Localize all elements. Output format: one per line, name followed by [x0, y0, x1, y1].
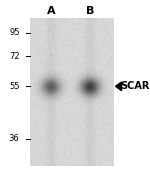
Polygon shape: [116, 82, 122, 91]
Text: 36: 36: [9, 134, 20, 143]
Text: B: B: [86, 6, 94, 16]
Text: 95: 95: [9, 28, 20, 37]
Text: A: A: [47, 6, 55, 16]
Text: SCARB1: SCARB1: [120, 81, 150, 91]
Text: 72: 72: [9, 52, 20, 61]
Text: 55: 55: [9, 82, 20, 91]
